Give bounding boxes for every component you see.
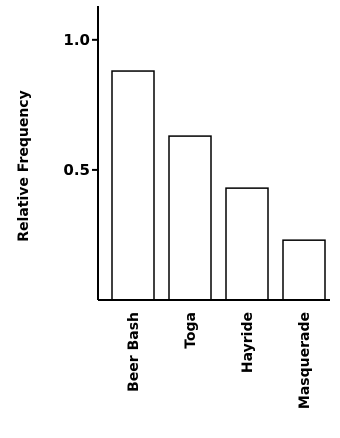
bar-toga xyxy=(168,135,212,301)
y-ticks: 0.5 1.0 xyxy=(63,31,98,179)
bar-masquerade xyxy=(282,239,326,301)
x-tick-label: Toga xyxy=(183,312,199,349)
x-tick-labels: Beer Bash Toga Hayride Masquerade xyxy=(126,312,313,409)
x-tick-label: Masquerade xyxy=(297,312,313,409)
bar-hayride xyxy=(225,187,269,301)
y-tick-label: 0.5 xyxy=(63,161,90,179)
bar-beer-bash xyxy=(111,70,155,301)
y-axis-title: Relative Frequency xyxy=(16,90,32,241)
bars xyxy=(111,70,326,301)
x-tick-label: Hayride xyxy=(240,312,256,373)
x-tick-label: Beer Bash xyxy=(126,312,142,392)
y-tick-label: 1.0 xyxy=(63,31,90,49)
axes xyxy=(97,6,330,301)
